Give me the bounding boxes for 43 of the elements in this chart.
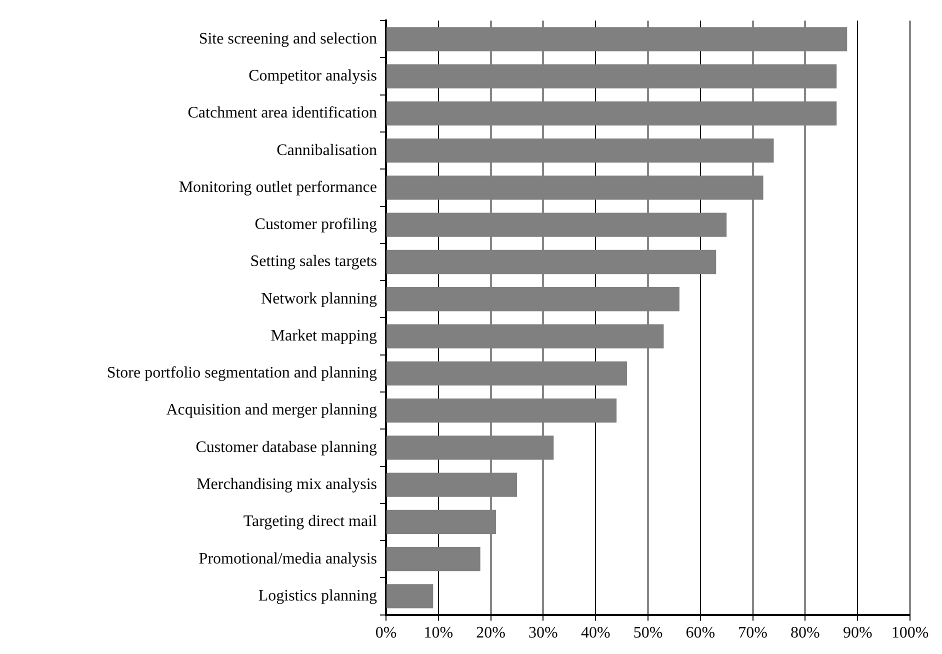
y-tick-label: Acquisition and merger planning — [166, 402, 377, 419]
x-tick-label: 30% — [528, 624, 558, 642]
bar — [386, 64, 837, 88]
y-tick-label: Merchandising mix analysis — [196, 476, 377, 494]
y-tick-label: Catchment area identification — [188, 104, 377, 122]
x-tick-label: 50% — [633, 624, 663, 642]
y-tick-label: Competitor analysis — [248, 68, 377, 85]
bar — [386, 472, 517, 497]
bar — [386, 138, 774, 163]
bar — [386, 287, 680, 312]
y-tick-label: Network planning — [261, 290, 377, 308]
x-tick-label: 70% — [738, 624, 768, 642]
bar — [386, 250, 716, 274]
x-tick-label: 60% — [686, 624, 716, 642]
y-tick-label: Promotional/media analysis — [198, 550, 377, 568]
bar — [386, 510, 496, 534]
x-tick-label: 0% — [375, 624, 397, 642]
x-tick-label: 20% — [476, 624, 506, 642]
y-tick-label: Monitoring outlet performance — [178, 178, 377, 196]
bar — [386, 324, 664, 348]
bar — [386, 361, 628, 386]
bar — [386, 547, 480, 572]
bar — [386, 176, 764, 200]
y-tick-label: Site screening and selection — [198, 30, 377, 48]
y-tick-label: Cannibalisation — [276, 142, 377, 159]
x-tick-label: 40% — [580, 624, 610, 642]
y-tick-label: Logistics planning — [258, 587, 377, 604]
x-tick-label: 100% — [891, 624, 929, 642]
y-tick-label: Targeting direct mail — [243, 513, 378, 530]
y-tick-label: Store portfolio segmentation and planning — [106, 364, 377, 382]
bar — [386, 436, 554, 460]
y-tick-label: Customer database planning — [196, 438, 377, 456]
bar — [386, 584, 434, 608]
bar — [386, 212, 727, 237]
y-tick-label: Market mapping — [270, 327, 377, 344]
x-tick-label: 10% — [424, 624, 454, 642]
bar — [386, 27, 848, 52]
y-tick-label: Customer profiling — [254, 216, 377, 234]
x-tick-label: 80% — [790, 624, 820, 642]
bar — [386, 398, 617, 423]
y-tick-label: Setting sales targets — [250, 253, 377, 270]
bar — [386, 101, 837, 126]
x-tick-label: 90% — [842, 624, 872, 642]
